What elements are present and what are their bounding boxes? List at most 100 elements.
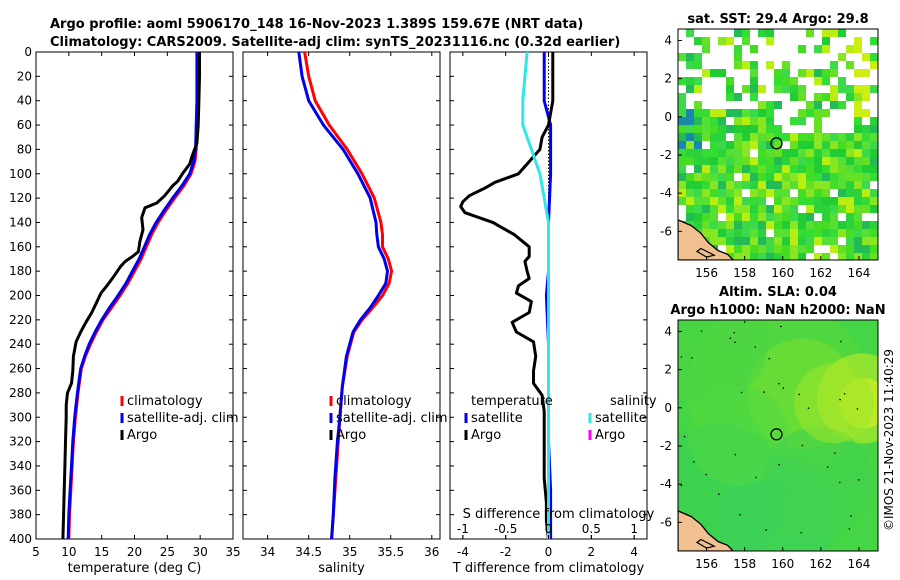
sst_map-cell (822, 77, 830, 85)
sst_map-cell (822, 29, 830, 37)
difference-axes: -4 -2 0 2 4 T difference from climatology -1 -0… (449, 51, 657, 576)
sst_map-cell (766, 237, 774, 245)
sst_map-cell (822, 165, 830, 173)
sst_map-cell (854, 85, 862, 93)
sst_map-cell (854, 253, 862, 260)
sst_map-cell (838, 181, 846, 189)
sst_map-cell (790, 85, 798, 93)
sst_map-cell (694, 37, 702, 45)
sst_map-cell (694, 173, 702, 181)
sst_map-cell (782, 165, 790, 173)
sst_map-cell (702, 205, 710, 213)
sla_map-dot (833, 452, 836, 454)
sst_map-cell (822, 173, 830, 181)
sst_map-cell (734, 189, 742, 197)
sst_map-cell (726, 205, 734, 213)
sst_map-cell (838, 141, 846, 149)
sst_map-cell (678, 173, 686, 181)
sst_map-cell (678, 125, 686, 133)
sla_map-ytick-label: 4 (664, 324, 672, 338)
sst_map-cell (718, 69, 726, 77)
sst_map-cell (846, 133, 854, 141)
sst_map-cell (758, 85, 766, 93)
sla_map-dot (683, 435, 686, 438)
sst_map-cell (862, 229, 870, 237)
sst_map-cell (750, 245, 758, 253)
sst_map-cell (726, 37, 734, 45)
sst_map-cell (854, 101, 862, 109)
sla_map-field-blob (794, 363, 874, 444)
sst_map-cell (846, 205, 854, 213)
sst_map-cell (806, 69, 814, 77)
sst_map-cell (726, 165, 734, 173)
sst_map-cell (854, 117, 862, 125)
salinity-legend-label: satellite-adj. clim (336, 411, 448, 426)
sst_map-cell (702, 229, 710, 237)
sst_map-cell (798, 181, 806, 189)
sst_map-cell (710, 221, 718, 229)
sst_map-cell (870, 173, 878, 181)
difference-xtick-top-label: -1 (457, 522, 469, 536)
sst_map-cell (750, 197, 758, 205)
sst_map-cell (718, 173, 726, 181)
sst_map-cell (726, 181, 734, 189)
sst_map-cell (774, 69, 782, 77)
sst_map-cell (854, 237, 862, 245)
sst_map-cell (686, 181, 694, 189)
sst_map-cell (710, 157, 718, 165)
sst_map-cell (806, 237, 814, 245)
sst_map-argo-marker (770, 137, 783, 150)
sst_map-cell (766, 101, 774, 109)
sst_map-cell (870, 245, 878, 253)
sst_map-cell (774, 77, 782, 85)
sst_map-cell (790, 213, 798, 221)
sst_map-cell (774, 205, 782, 213)
sst_map-cell (734, 229, 742, 237)
sla_map-dot (729, 337, 732, 339)
sst_map-ytick-label: 2 (664, 72, 672, 86)
sst_map-cell (734, 133, 742, 141)
temperature-xtick-label: 25 (160, 545, 175, 559)
sst_map-cell (678, 133, 686, 141)
sla_map-ytick-label: -2 (660, 439, 672, 453)
sst_map-cell (790, 165, 798, 173)
sst_map-cell (790, 157, 798, 165)
sst_map-cell (822, 69, 830, 77)
sst_map-cell (734, 181, 742, 189)
temperature-legend-label: satellite-adj. clim (127, 411, 239, 426)
sst_map-cell (686, 149, 694, 157)
sla_map-dot (856, 408, 859, 410)
sst_map-cell (702, 181, 710, 189)
sst_map-cell (702, 69, 710, 77)
sst_map-cell (806, 141, 814, 149)
sst_map-cell (774, 101, 782, 109)
sst_map-cell (758, 245, 766, 253)
sst_map-cell (766, 173, 774, 181)
sst_map-cell (814, 45, 822, 53)
difference-legend-salinity-title: salinity (610, 394, 657, 409)
sst_map-cell (814, 197, 822, 205)
sla-map: 156 158 160 162 164 -6 -4 -2 0 2 4 (660, 319, 879, 571)
sla_map-ytick-label: 0 (664, 401, 672, 415)
sst_map-cell (686, 189, 694, 197)
sst_map-cell (774, 213, 782, 221)
sst_map-cell (718, 197, 726, 205)
sst_map-cell (838, 245, 846, 253)
difference-xtick-label: 4 (630, 545, 638, 559)
sst_map-plot-area (678, 29, 878, 260)
temperature-ytick-label: 280 (9, 386, 32, 400)
series-satellite-adj-clim (297, 52, 389, 539)
sla_map-dot (754, 346, 757, 348)
sst_map-cell (734, 93, 742, 101)
sst_map-cell (822, 45, 830, 53)
sla_map-dot (780, 325, 782, 328)
sst_map-cell (854, 109, 862, 117)
sst_map-cell (838, 85, 846, 93)
sst_map-cell (782, 85, 790, 93)
sst_map-cell (814, 181, 822, 189)
sst_map-cell (870, 165, 878, 173)
sst_map-cell (830, 149, 838, 157)
sst_map-cell (678, 101, 686, 109)
temperature-ytick-label: 60 (17, 118, 32, 132)
sst_map-cell (766, 125, 774, 133)
